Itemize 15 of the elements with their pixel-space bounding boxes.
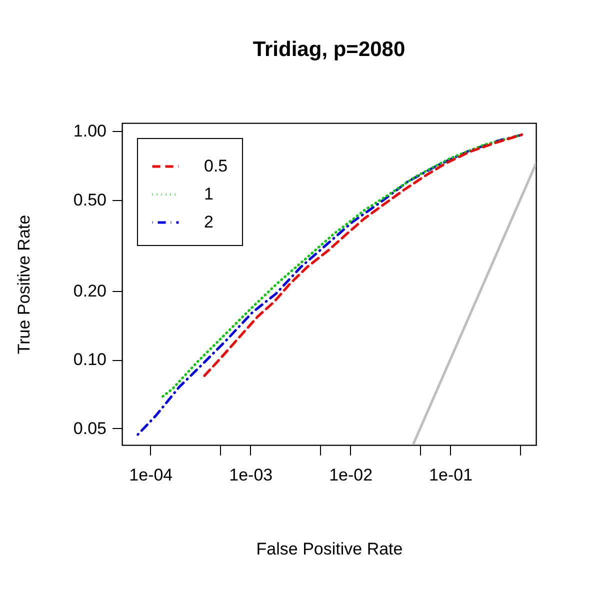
- y-axis-title: True Positive Rate: [14, 214, 34, 354]
- y-tick-label: 0.20: [73, 281, 106, 300]
- legend-label: 1: [204, 184, 214, 204]
- chart-title: Tridiag, p=2080: [252, 38, 406, 62]
- legend-label: 0.5: [204, 156, 228, 176]
- legend-label: 2: [204, 212, 214, 232]
- x-tick-label: 1e-01: [429, 466, 473, 484]
- y-tick-label: 1.00: [73, 122, 106, 141]
- x-axis-title: False Positive Rate: [256, 540, 403, 558]
- y-tick-label: 0.50: [73, 190, 106, 210]
- x-tick-label: 1e-02: [329, 466, 373, 484]
- x-tick-label: 1e-03: [229, 466, 273, 484]
- x-tick-label: 1e-04: [129, 466, 173, 484]
- y-tick-label: 0.10: [73, 350, 106, 370]
- y-tick-label: 0.05: [73, 418, 106, 438]
